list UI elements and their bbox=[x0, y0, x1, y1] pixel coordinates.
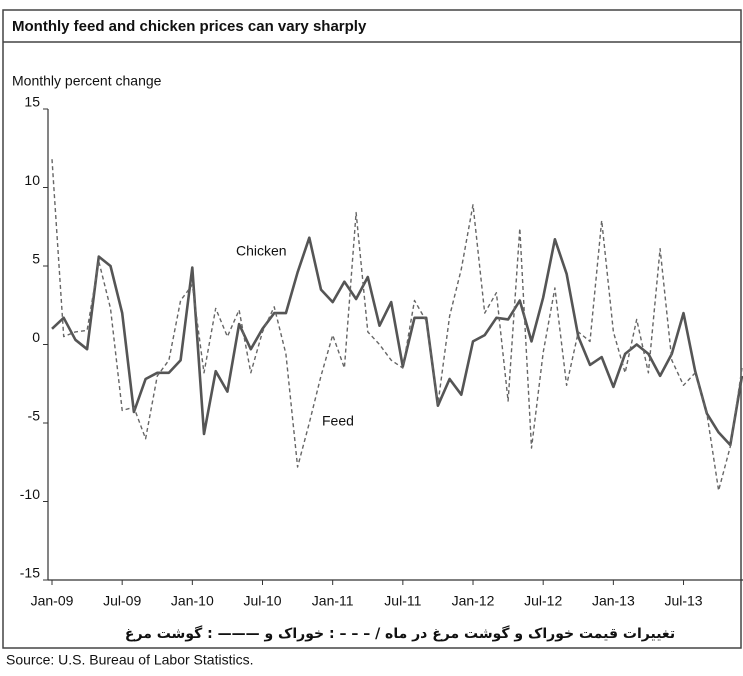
x-tick-label: Jul-09 bbox=[103, 593, 141, 609]
frame bbox=[2, 9, 742, 649]
source: Source: U.S. Bureau of Labor Statistics. bbox=[6, 652, 253, 668]
y-axis-label: Monthly percent change bbox=[12, 73, 162, 89]
series-line bbox=[51, 236, 743, 447]
y-tick-label: -5 bbox=[28, 408, 41, 424]
x-tick-label: Jan-10 bbox=[171, 593, 214, 609]
y-tick-label: 10 bbox=[24, 172, 40, 188]
annotation: Feed bbox=[322, 413, 354, 429]
caption: تغییرات قیمت خوراک و گوشت مرغ در ماه / –… bbox=[125, 625, 675, 642]
x-tick-label: Jan-13 bbox=[592, 593, 635, 609]
x-tick-label: Jan-12 bbox=[452, 593, 495, 609]
x-tick-label: Jan-11 bbox=[312, 593, 354, 609]
x-tick-label: Jul-12 bbox=[524, 593, 562, 609]
y-tick-label: 15 bbox=[24, 94, 40, 110]
annotation: Chicken bbox=[236, 243, 287, 259]
x-tick-label: Jan-09 bbox=[31, 593, 74, 609]
x-tick-label: Jul-11 bbox=[384, 593, 421, 609]
y-tick-label: 5 bbox=[32, 251, 40, 267]
series-line bbox=[51, 159, 743, 492]
x-tick-label: Jul-10 bbox=[243, 593, 281, 609]
y-tick-label: 0 bbox=[32, 329, 40, 345]
y-tick-label: -10 bbox=[20, 486, 40, 502]
chart-title: Monthly feed and chicken prices can vary… bbox=[12, 18, 367, 35]
y-tick-label: -15 bbox=[20, 565, 40, 581]
x-tick-label: Jul-13 bbox=[664, 593, 702, 609]
